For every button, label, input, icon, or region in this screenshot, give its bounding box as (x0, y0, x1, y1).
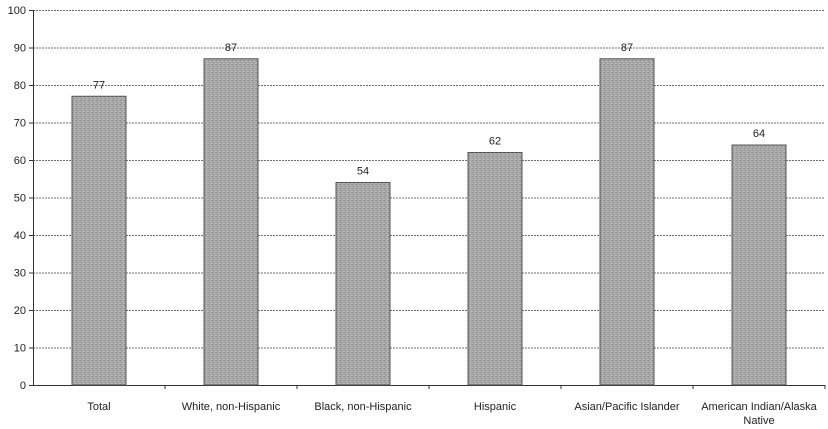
x-category-label: Asian/Pacific Islander (574, 401, 679, 413)
x-category-label: Hispanic (474, 401, 517, 413)
axes (29, 10, 826, 389)
x-category-label: White, non-Hispanic (182, 401, 281, 413)
x-axis-category-labels: Total White, non-Hispanic Black, non-Hispa… (87, 401, 817, 427)
x-category-label: Native (743, 415, 774, 427)
data-labels: 77 87 54 62 87 64 (93, 42, 765, 178)
y-tick-label: 20 (14, 305, 26, 317)
bar (71, 95, 127, 386)
bars (71, 58, 787, 386)
data-label: 62 (489, 136, 501, 148)
y-tick-label: 70 (14, 118, 26, 130)
bar (599, 58, 655, 386)
y-tick-label: 30 (14, 268, 26, 280)
data-label: 64 (753, 128, 765, 140)
data-label: 87 (621, 42, 633, 54)
x-category-label: Total (87, 401, 110, 413)
bar (335, 182, 391, 386)
y-tick-label: 10 (14, 343, 26, 355)
x-category-label: Black, non-Hispanic (314, 401, 412, 413)
bar (731, 144, 787, 386)
y-tick-label: 40 (14, 230, 26, 242)
y-tick-label: 60 (14, 155, 26, 167)
y-axis-tick-labels: 0 10 20 30 40 50 60 70 80 90 100 (8, 5, 26, 392)
bar (203, 58, 259, 386)
gridlines (33, 10, 825, 349)
data-label: 77 (93, 79, 105, 91)
bar (467, 152, 523, 386)
x-category-label: American Indian/Alaska (701, 401, 817, 413)
y-tick-label: 50 (14, 193, 26, 205)
y-tick-label: 80 (14, 80, 26, 92)
y-tick-label: 0 (20, 380, 26, 392)
y-tick-label: 90 (14, 43, 26, 55)
data-label: 87 (225, 42, 237, 54)
data-label: 54 (357, 166, 369, 178)
y-tick-label: 100 (8, 5, 26, 17)
